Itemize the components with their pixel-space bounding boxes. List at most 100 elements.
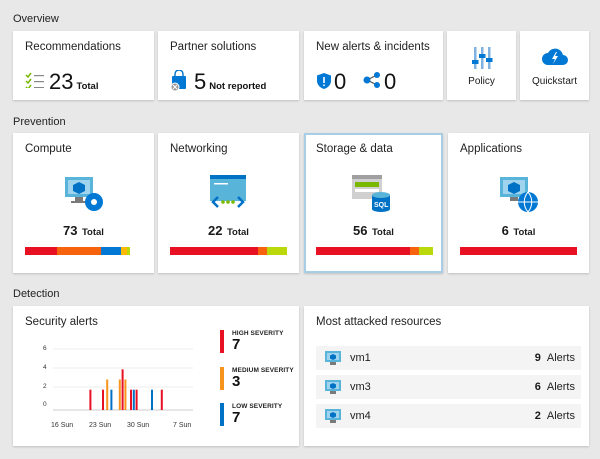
applications-tile[interactable]: Applications 6 Total — [448, 133, 589, 273]
section-title-detection: Detection — [13, 288, 60, 300]
severity-bar-segment — [460, 247, 577, 255]
high-severity-count: 7 — [232, 336, 241, 353]
networking-suffix: Total — [226, 227, 249, 238]
severity-bar-segment — [267, 247, 287, 255]
y-tick-4: 4 — [43, 364, 47, 371]
alert-bar — [89, 389, 92, 410]
alert-bar — [160, 389, 163, 410]
resource-alerts-label: Alerts — [546, 410, 575, 422]
alert-bar — [102, 389, 104, 410]
networking-severity-bar — [170, 247, 287, 255]
storage-data-count: 56 — [353, 223, 368, 238]
applications-severity-bar — [460, 247, 577, 255]
x-tick-16-sun: 16 Sun — [51, 422, 74, 429]
storage-data-tile[interactable]: Storage & data SQL 56 Total — [304, 133, 443, 273]
partner-solutions-tile[interactable]: Partner solutions 5 Not reported — [158, 31, 299, 100]
resource-row[interactable]: vm3 6 Alerts — [316, 375, 581, 399]
networking-count: 22 — [208, 223, 223, 238]
severity-bar-segment — [257, 247, 268, 255]
resource-alert-count: 6 — [534, 381, 541, 393]
attacked-resources-title: Most attacked resources — [316, 316, 442, 328]
storage-data-suffix: Total — [371, 227, 394, 238]
policy-label: Policy — [468, 76, 495, 87]
recommendations-tile[interactable]: Recommendations 23 Total — [13, 31, 154, 100]
severity-bar-segment — [101, 247, 121, 255]
x-tick-23-sun: 23 Sun — [89, 422, 112, 429]
low-severity-count: 7 — [232, 409, 241, 426]
medium-severity-count: 3 — [232, 373, 241, 390]
low-severity-indicator[interactable]: LOW SEVERITY 7 — [220, 403, 282, 426]
policy-sliders-icon — [472, 47, 493, 69]
severity-bar-segment — [409, 247, 419, 255]
networking-tile[interactable]: Networking 22 Total — [158, 133, 299, 273]
resource-alert-count: 2 — [534, 410, 541, 422]
incidents-network-icon — [363, 72, 380, 88]
shopping-bag-icon — [170, 70, 186, 92]
severity-bar-segment — [120, 247, 127, 255]
vm-icon — [325, 351, 341, 365]
alert-bar — [132, 389, 135, 410]
network-endpoint-icon — [210, 175, 246, 208]
quickstart-label: Quickstart — [531, 76, 577, 87]
vm-gear-icon — [65, 177, 103, 211]
policy-tile[interactable]: Policy — [447, 31, 516, 100]
compute-total: 73 Total — [13, 222, 154, 240]
sql-database-icon: SQL — [352, 175, 390, 212]
applications-total: 6 Total — [448, 222, 589, 240]
severity-bar-segment — [126, 247, 131, 255]
svg-text:SQL: SQL — [374, 202, 389, 209]
resource-name: vm3 — [350, 381, 371, 393]
alert-bar — [110, 389, 113, 410]
vm-icon — [325, 409, 341, 423]
resource-name: vm4 — [350, 410, 371, 422]
low-severity-label: LOW SEVERITY — [232, 403, 283, 410]
medium-severity-label: MEDIUM SEVERITY — [232, 367, 294, 374]
alert-bar — [124, 379, 127, 410]
compute-suffix: Total — [81, 227, 104, 238]
security-alerts-chart — [53, 348, 193, 411]
compute-count: 73 — [63, 223, 78, 238]
compute-title: Compute — [25, 143, 72, 155]
resource-alert-count: 9 — [534, 352, 541, 364]
applications-suffix: Total — [513, 227, 536, 238]
quickstart-cloud-icon — [542, 48, 568, 65]
high-severity-label: HIGH SEVERITY — [232, 330, 284, 337]
compute-tile[interactable]: Compute 73 Total — [13, 133, 154, 273]
partner-solutions-suffix: Not reported — [209, 81, 267, 92]
partner-solutions-count: 5 — [194, 69, 207, 94]
resource-alerts-label: Alerts — [546, 352, 575, 364]
high-severity-indicator[interactable]: HIGH SEVERITY 7 — [220, 330, 284, 353]
storage-data-total: 56 Total — [304, 222, 443, 240]
networking-title: Networking — [170, 143, 228, 155]
security-alerts-title: Security alerts — [25, 316, 98, 328]
severity-bar-segment — [418, 247, 433, 255]
y-tick-6: 6 — [43, 345, 47, 352]
shield-alert-icon — [317, 73, 331, 89]
quickstart-tile[interactable]: Quickstart — [520, 31, 589, 100]
severity-bar-segment — [56, 247, 102, 255]
compute-severity-bar — [25, 247, 142, 255]
y-tick-0: 0 — [43, 401, 47, 408]
recommendations-count: 23 — [49, 69, 74, 94]
applications-count: 6 — [501, 223, 509, 238]
security-alerts-tile[interactable]: Security alerts 6 4 2 0 16 Sun 23 Sun 30… — [13, 306, 299, 446]
alerts-incidents-tile[interactable]: New alerts & incidents 0 0 — [304, 31, 443, 100]
resource-row[interactable]: vm4 2 Alerts — [316, 404, 581, 428]
attacked-resources-tile[interactable]: Most attacked resources vm1 9 Alerts vm3… — [304, 306, 589, 446]
alert-bar — [106, 379, 109, 410]
alert-bar — [151, 389, 153, 410]
severity-bar-segment — [25, 247, 57, 255]
x-tick-7-sun: 7 Sun — [173, 422, 192, 429]
storage-data-title: Storage & data — [316, 143, 393, 155]
alerts-incidents-title: New alerts & incidents — [316, 41, 430, 53]
storage-data-severity-bar — [316, 247, 433, 255]
alerts-count: 0 — [334, 69, 347, 94]
alert-bar — [121, 369, 124, 410]
networking-total: 22 Total — [158, 222, 299, 240]
recommendations-suffix: Total — [76, 81, 99, 92]
section-title-overview: Overview — [13, 13, 59, 25]
alert-bar — [130, 389, 132, 410]
resource-row[interactable]: vm1 9 Alerts — [316, 346, 581, 370]
medium-severity-indicator[interactable]: MEDIUM SEVERITY 3 — [220, 367, 294, 390]
recommendations-title: Recommendations — [25, 41, 121, 53]
